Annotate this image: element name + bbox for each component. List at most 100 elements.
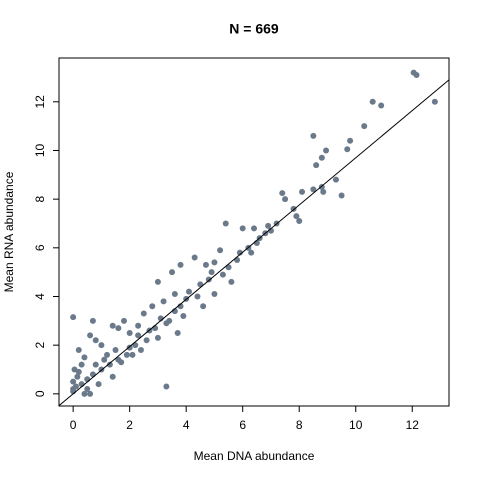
point: [137, 347, 144, 354]
y-tick-label: 12: [33, 95, 47, 109]
y-tick-label: 2: [33, 342, 47, 349]
point: [222, 220, 229, 227]
point: [140, 310, 147, 317]
x-tick-label: 4: [183, 418, 190, 432]
point: [282, 196, 289, 203]
point: [112, 347, 119, 354]
point: [104, 351, 111, 358]
point: [154, 334, 161, 341]
x-axis-label: Mean DNA abundance: [194, 449, 315, 463]
x-tick-label: 10: [349, 418, 363, 432]
point: [123, 351, 130, 358]
y-tick-label: 0: [33, 390, 47, 397]
plot-frame: [58, 57, 450, 407]
point: [320, 188, 327, 195]
point: [361, 123, 368, 130]
point: [338, 192, 345, 199]
point: [202, 261, 209, 268]
point: [109, 373, 116, 380]
point: [413, 72, 420, 79]
point: [115, 325, 122, 332]
point: [163, 320, 170, 327]
point: [149, 303, 156, 310]
point: [323, 147, 330, 154]
point: [92, 361, 99, 368]
point: [135, 322, 142, 329]
point: [171, 291, 178, 298]
point: [81, 354, 88, 361]
point: [71, 366, 78, 373]
point: [378, 102, 385, 109]
point: [92, 337, 99, 344]
point: [106, 361, 113, 368]
x-tick-label: 6: [239, 418, 246, 432]
point: [84, 376, 91, 383]
point: [310, 186, 317, 193]
x-tick-label: 12: [406, 418, 420, 432]
point: [87, 390, 94, 397]
point: [84, 385, 91, 392]
point: [239, 225, 246, 232]
point: [217, 247, 224, 254]
point: [251, 225, 257, 232]
point: [89, 317, 96, 324]
point: [78, 361, 85, 368]
point: [205, 276, 212, 283]
point: [194, 293, 201, 300]
point: [279, 190, 286, 197]
point: [211, 259, 218, 266]
point: [177, 303, 184, 310]
point: [126, 344, 133, 351]
point: [163, 383, 170, 390]
point: [70, 378, 77, 385]
point: [431, 98, 438, 105]
point: [310, 132, 317, 139]
point: [75, 347, 82, 354]
point: [143, 337, 150, 344]
point: [169, 269, 176, 276]
fit-line: [59, 79, 449, 406]
point: [121, 317, 127, 324]
point: [219, 271, 226, 278]
point: [98, 342, 105, 349]
point: [186, 288, 192, 295]
x-tick-label: 8: [296, 418, 303, 432]
point: [191, 254, 198, 261]
point: [70, 385, 77, 392]
point: [115, 356, 122, 363]
point: [265, 222, 272, 229]
point: [332, 176, 339, 183]
chart-title: N = 669: [229, 21, 279, 37]
point: [228, 278, 235, 285]
point: [81, 390, 88, 397]
point: [369, 98, 376, 105]
y-axis-label: Mean RNA abundance: [2, 171, 16, 292]
point: [234, 256, 241, 263]
point: [89, 371, 96, 378]
y-tick-label: 8: [33, 195, 47, 202]
point: [208, 269, 215, 276]
x-tick-label: 0: [70, 418, 77, 432]
point: [299, 188, 306, 195]
point: [74, 373, 81, 380]
point: [135, 332, 142, 339]
point: [318, 154, 325, 161]
y-tick-label: 6: [33, 244, 47, 251]
point: [87, 332, 94, 339]
x-tick-label: 2: [126, 418, 133, 432]
point: [154, 278, 161, 285]
point: [200, 303, 207, 310]
point: [344, 146, 351, 153]
point: [126, 329, 133, 336]
point: [347, 137, 354, 144]
point: [174, 329, 181, 336]
point: [293, 213, 300, 220]
point: [70, 314, 77, 321]
point: [180, 312, 187, 319]
point: [95, 381, 102, 388]
y-tick-label: 4: [33, 293, 47, 300]
point: [101, 356, 108, 363]
point: [296, 218, 303, 225]
point: [109, 322, 116, 329]
